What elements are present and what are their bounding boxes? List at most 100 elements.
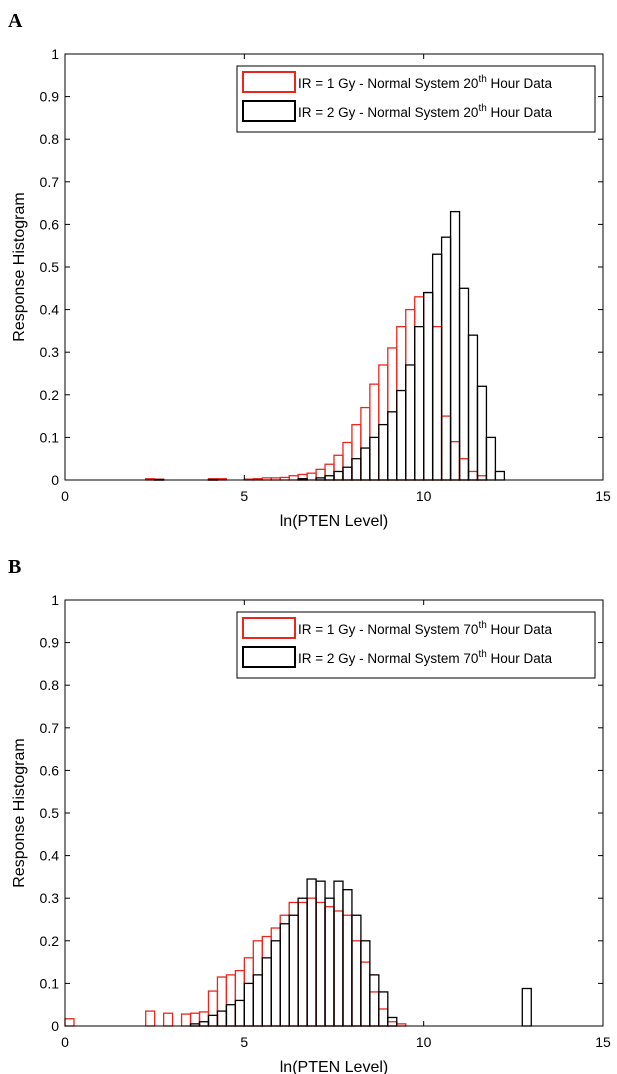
y-tick-label: 0.3 xyxy=(40,890,60,906)
histogram-bar xyxy=(333,470,344,481)
histogram-bar xyxy=(306,897,317,1027)
histogram-bar xyxy=(207,990,219,1027)
histogram-bar xyxy=(342,466,353,481)
histogram-bar xyxy=(324,906,335,1027)
histogram-bar xyxy=(324,897,335,1027)
legend-label-1: IR = 1 Gy - Normal System 20th Hour Data xyxy=(298,74,553,91)
histogram-bar xyxy=(431,325,443,481)
histogram-bar xyxy=(369,383,380,481)
legend-label-2: IR = 2 Gy - Normal System 20th Hour Data xyxy=(298,103,553,120)
histogram-bar xyxy=(198,1021,210,1027)
histogram-bar xyxy=(288,914,299,1027)
histogram-bar xyxy=(333,454,344,481)
x-tick-label: 5 xyxy=(240,488,248,504)
y-tick-label: 0.4 xyxy=(40,848,60,864)
histogram-bar xyxy=(378,423,389,481)
histogram-bar xyxy=(270,927,281,1027)
histogram-bar xyxy=(279,923,290,1027)
histogram-bar xyxy=(145,1010,156,1027)
histogram-bar xyxy=(396,325,407,481)
histogram-bar xyxy=(360,961,371,1027)
histogram-bar xyxy=(288,901,299,1027)
histogram-bar xyxy=(64,1018,75,1027)
histogram-bar xyxy=(342,889,353,1027)
histogram-bar xyxy=(333,910,344,1027)
histogram-bar xyxy=(405,364,416,481)
y-tick-label: 0.4 xyxy=(40,302,60,318)
x-tick-label: 15 xyxy=(595,1034,611,1050)
histogram-bar xyxy=(324,463,335,481)
histogram-bar xyxy=(387,411,398,481)
x-tick-label: 15 xyxy=(595,488,611,504)
histogram-bar xyxy=(405,308,416,481)
x-axis-label: ln(PTEN Level) xyxy=(280,1059,388,1074)
histogram-bar xyxy=(360,447,371,481)
x-tick-label: 0 xyxy=(61,488,69,504)
histogram-bar xyxy=(458,287,470,481)
histogram-bar xyxy=(261,935,272,1027)
histogram-bar xyxy=(521,987,532,1027)
histogram-bar xyxy=(225,974,237,1027)
histogram-bar xyxy=(485,436,497,481)
x-axis-label: ln(PTEN Level) xyxy=(280,513,388,530)
histogram-bar xyxy=(449,210,461,481)
histogram-bar xyxy=(252,940,263,1027)
histogram-bar xyxy=(476,385,488,481)
histogram-bar xyxy=(396,389,407,481)
histogram-bar xyxy=(440,236,452,481)
y-tick-label: 0.7 xyxy=(40,720,60,736)
y-tick-label: 0 xyxy=(51,1018,59,1034)
y-tick-label: 0.3 xyxy=(40,344,60,360)
legend-label-2: IR = 2 Gy - Normal System 70th Hour Data xyxy=(298,649,553,666)
panel-label-a: A xyxy=(8,10,23,32)
panel-label-b: B xyxy=(8,556,22,578)
legend-box xyxy=(236,65,596,133)
histogram-bar xyxy=(360,406,371,481)
histogram-bar xyxy=(225,1004,237,1027)
histogram-bar xyxy=(342,914,353,1027)
y-tick-label: 1 xyxy=(51,592,59,608)
histogram-bar xyxy=(252,974,263,1027)
y-tick-label: 0.5 xyxy=(40,259,60,275)
legend-swatch-2 xyxy=(242,100,296,122)
histogram-bar xyxy=(378,1008,389,1027)
x-tick-label: 10 xyxy=(416,488,432,504)
histogram-bar xyxy=(180,1013,192,1027)
histogram-bar xyxy=(306,878,317,1027)
legend-label-1: IR = 1 Gy - Normal System 70th Hour Data xyxy=(298,620,553,637)
histogram-bar xyxy=(494,470,506,481)
histogram-chart-b: 00.10.20.30.40.50.60.70.80.910 5 10 15ln(PT… xyxy=(11,592,611,1074)
histogram-bar xyxy=(216,976,228,1027)
histogram-bar xyxy=(369,436,380,481)
legend-swatch-2 xyxy=(242,646,296,668)
legend: IR = 1 Gy - Normal System 70th Hour Data… xyxy=(236,611,596,679)
x-tick-label: 10 xyxy=(416,1034,432,1050)
series-1-bars xyxy=(145,291,488,481)
histogram-bar xyxy=(360,940,371,1027)
histogram-bar xyxy=(333,880,344,1027)
y-tick-label: 0.6 xyxy=(40,762,60,778)
x-tick-label: 0 xyxy=(61,1034,69,1050)
histogram-bar xyxy=(440,415,452,481)
histogram-bar xyxy=(387,347,398,481)
histogram-bar xyxy=(243,957,254,1027)
histogram-bar xyxy=(234,999,245,1027)
histogram-bar xyxy=(351,458,362,481)
histogram-bar xyxy=(324,475,335,481)
y-tick-label: 0.8 xyxy=(40,677,60,693)
y-tick-label: 0.8 xyxy=(40,131,60,147)
histogram-bar xyxy=(467,470,479,481)
histogram-bar xyxy=(369,974,380,1027)
y-tick-label: 0.2 xyxy=(40,933,60,949)
histogram-bar xyxy=(414,325,425,481)
histogram-bar xyxy=(279,914,290,1027)
y-tick-label: 0.1 xyxy=(40,975,60,991)
legend-box xyxy=(236,611,596,679)
histogram-bar xyxy=(369,991,380,1027)
legend: IR = 1 Gy - Normal System 20th Hour Data… xyxy=(236,65,596,133)
y-tick-label: 0.6 xyxy=(40,216,60,232)
y-tick-label: 1 xyxy=(51,46,59,62)
histogram-bar xyxy=(261,957,272,1027)
histogram-bar xyxy=(423,291,434,481)
x-tick-label: 5 xyxy=(240,1034,248,1050)
